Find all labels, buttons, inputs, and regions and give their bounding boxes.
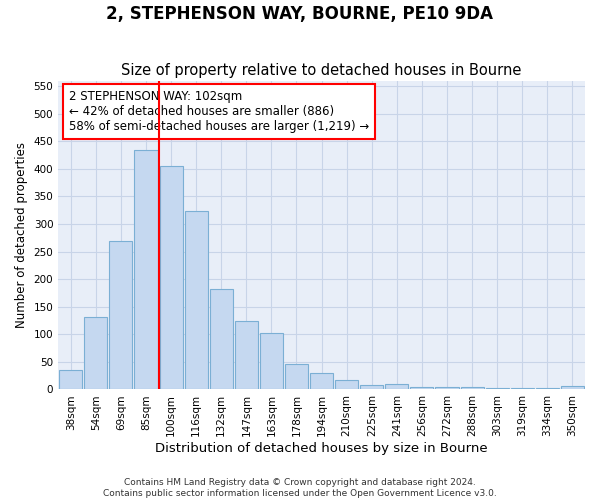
Bar (461, 388, 484, 390)
Text: 2, STEPHENSON WAY, BOURNE, PE10 9DA: 2, STEPHENSON WAY, BOURNE, PE10 9DA (107, 5, 493, 23)
Bar (310, 374, 333, 390)
Y-axis label: Number of detached properties: Number of detached properties (15, 142, 28, 328)
Bar (235, 320, 258, 390)
Bar (59, 370, 82, 390)
Bar (160, 166, 182, 390)
Text: 2 STEPHENSON WAY: 102sqm
← 42% of detached houses are smaller (886)
58% of semi-: 2 STEPHENSON WAY: 102sqm ← 42% of detach… (69, 90, 369, 133)
Bar (84, 316, 107, 390)
Bar (561, 386, 584, 390)
Bar (385, 384, 409, 390)
Bar (536, 388, 559, 390)
Text: Contains HM Land Registry data © Crown copyright and database right 2024.
Contai: Contains HM Land Registry data © Crown c… (103, 478, 497, 498)
Bar (511, 388, 534, 390)
Bar (360, 385, 383, 390)
Bar (285, 364, 308, 390)
Bar (134, 150, 158, 390)
Bar (485, 388, 509, 390)
Title: Size of property relative to detached houses in Bourne: Size of property relative to detached ho… (121, 63, 522, 78)
Bar (335, 380, 358, 390)
X-axis label: Distribution of detached houses by size in Bourne: Distribution of detached houses by size … (155, 442, 488, 455)
Bar (260, 332, 283, 390)
Bar (410, 388, 433, 390)
Bar (109, 240, 133, 390)
Bar (436, 386, 458, 390)
Bar (185, 212, 208, 390)
Bar (209, 288, 233, 390)
